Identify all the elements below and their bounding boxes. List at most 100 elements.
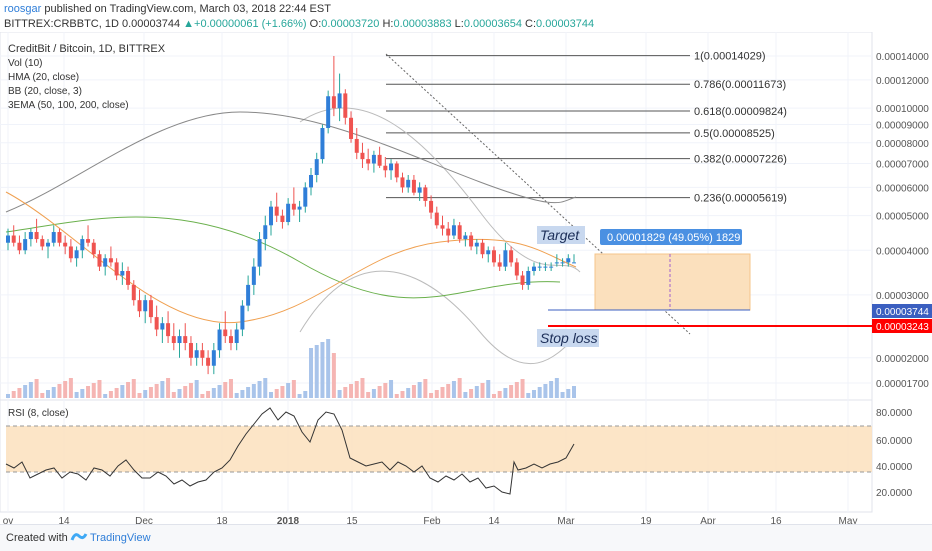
candle-body[interactable] bbox=[383, 165, 388, 171]
candle-body[interactable] bbox=[389, 163, 394, 171]
indicator-legend[interactable]: CreditBit / Bitcoin, 1D, BITTREX Vol (10)… bbox=[8, 43, 166, 111]
candle-body[interactable] bbox=[86, 239, 91, 243]
candle-body[interactable] bbox=[371, 154, 376, 164]
candle-body[interactable] bbox=[474, 242, 479, 247]
candle-body[interactable] bbox=[68, 246, 73, 259]
candle-body[interactable] bbox=[80, 239, 85, 251]
candle-body[interactable] bbox=[514, 262, 519, 276]
candle-body[interactable] bbox=[543, 266, 548, 268]
candle-body[interactable] bbox=[406, 179, 411, 188]
candle-body[interactable] bbox=[183, 336, 188, 344]
candle-body[interactable] bbox=[188, 343, 193, 358]
candle-body[interactable] bbox=[314, 159, 319, 175]
candle-body[interactable] bbox=[360, 152, 365, 160]
candle-body[interactable] bbox=[343, 93, 348, 118]
candle-body[interactable] bbox=[434, 212, 439, 226]
candle-body[interactable] bbox=[160, 323, 165, 330]
candle-body[interactable] bbox=[217, 329, 222, 351]
candle-body[interactable] bbox=[6, 235, 10, 243]
candle-body[interactable] bbox=[566, 258, 571, 263]
candle-body[interactable] bbox=[326, 96, 331, 129]
candle-body[interactable] bbox=[154, 317, 159, 330]
candle-body[interactable] bbox=[520, 275, 525, 285]
candle-body[interactable] bbox=[234, 329, 239, 344]
price-chart[interactable]: 1(0.00014029) 0.786(0.00011673) 0.618(0.00… bbox=[0, 32, 932, 524]
candle-body[interactable] bbox=[211, 350, 216, 366]
rsi-axis[interactable]: 80.0000 60.0000 40.0000 20.0000 bbox=[876, 408, 913, 499]
candle-body[interactable] bbox=[286, 203, 291, 223]
candle-body[interactable] bbox=[57, 232, 62, 243]
candle-body[interactable] bbox=[228, 336, 233, 344]
candle-body[interactable] bbox=[200, 350, 205, 358]
candle-body[interactable] bbox=[120, 271, 125, 276]
candle-body[interactable] bbox=[377, 154, 382, 166]
candle-body[interactable] bbox=[554, 262, 559, 264]
candle-body[interactable] bbox=[51, 232, 56, 243]
candle-body[interactable] bbox=[114, 262, 119, 276]
candle-body[interactable] bbox=[280, 215, 285, 223]
candle-body[interactable] bbox=[240, 305, 245, 330]
candle-body[interactable] bbox=[440, 225, 445, 229]
candle-body[interactable] bbox=[126, 271, 131, 285]
candle-body[interactable] bbox=[446, 228, 451, 236]
candle-body[interactable] bbox=[331, 96, 336, 109]
candle-body[interactable] bbox=[97, 254, 102, 267]
candle-body[interactable] bbox=[263, 225, 268, 240]
candle-body[interactable] bbox=[17, 242, 22, 251]
candle-body[interactable] bbox=[148, 300, 153, 318]
candle-body[interactable] bbox=[177, 336, 182, 344]
candle-body[interactable] bbox=[400, 177, 405, 188]
candle-body[interactable] bbox=[423, 187, 428, 201]
candle-body[interactable] bbox=[143, 300, 148, 312]
candle-body[interactable] bbox=[251, 266, 256, 285]
target-zone[interactable] bbox=[594, 253, 751, 311]
fibonacci-retracement[interactable]: 1(0.00014029) 0.786(0.00011673) 0.618(0.00… bbox=[386, 51, 787, 205]
candle-body[interactable] bbox=[497, 262, 502, 267]
candle-body[interactable] bbox=[457, 225, 462, 240]
price-axis[interactable]: 0.00014000 0.00012000 0.00010000 0.00009000… bbox=[876, 52, 929, 390]
candle-body[interactable] bbox=[463, 235, 468, 240]
candle-body[interactable] bbox=[28, 232, 33, 240]
tradingview-brand[interactable]: TradingView bbox=[90, 532, 151, 544]
candle-body[interactable] bbox=[337, 93, 342, 109]
candle-body[interactable] bbox=[509, 250, 514, 263]
candle-body[interactable] bbox=[549, 266, 554, 268]
candle-body[interactable] bbox=[411, 179, 416, 193]
candle-body[interactable] bbox=[131, 284, 136, 301]
candle-body[interactable] bbox=[91, 242, 96, 255]
candle-body[interactable] bbox=[309, 174, 314, 188]
time-axis[interactable]: ov 14 Dec 18 2018 15 Feb 14 Mar 19 Apr 16 May bbox=[3, 516, 858, 524]
candle-body[interactable] bbox=[394, 163, 399, 178]
candle-body[interactable] bbox=[572, 262, 576, 264]
candle-body[interactable] bbox=[74, 250, 79, 259]
tradingview-logo-icon[interactable] bbox=[70, 530, 88, 547]
candle-body[interactable] bbox=[46, 242, 51, 247]
candle-body[interactable] bbox=[137, 300, 142, 312]
candle-body[interactable] bbox=[34, 232, 39, 240]
candle-body[interactable] bbox=[274, 206, 279, 216]
candle-body[interactable] bbox=[194, 350, 199, 358]
candle-body[interactable] bbox=[223, 329, 228, 337]
candle-body[interactable] bbox=[537, 266, 542, 268]
candle-body[interactable] bbox=[320, 128, 325, 160]
candle-body[interactable] bbox=[257, 239, 262, 267]
candle-body[interactable] bbox=[103, 258, 108, 267]
candle-body[interactable] bbox=[531, 266, 536, 272]
candle-body[interactable] bbox=[429, 200, 434, 213]
candle-body[interactable] bbox=[303, 187, 308, 207]
candle-body[interactable] bbox=[417, 187, 422, 193]
candle-body[interactable] bbox=[491, 250, 496, 263]
candle-body[interactable] bbox=[451, 225, 456, 236]
candle-body[interactable] bbox=[108, 258, 113, 263]
candle-body[interactable] bbox=[503, 250, 508, 267]
candle-body[interactable] bbox=[560, 262, 565, 264]
candle-body[interactable] bbox=[469, 235, 474, 247]
candle-body[interactable] bbox=[480, 242, 485, 255]
candle-body[interactable] bbox=[246, 284, 251, 306]
candle-body[interactable] bbox=[171, 336, 176, 344]
candle-body[interactable] bbox=[40, 239, 45, 247]
candle-body[interactable] bbox=[166, 323, 171, 337]
candle-body[interactable] bbox=[63, 242, 68, 247]
candle-body[interactable] bbox=[268, 206, 273, 226]
candle-body[interactable] bbox=[486, 250, 491, 255]
